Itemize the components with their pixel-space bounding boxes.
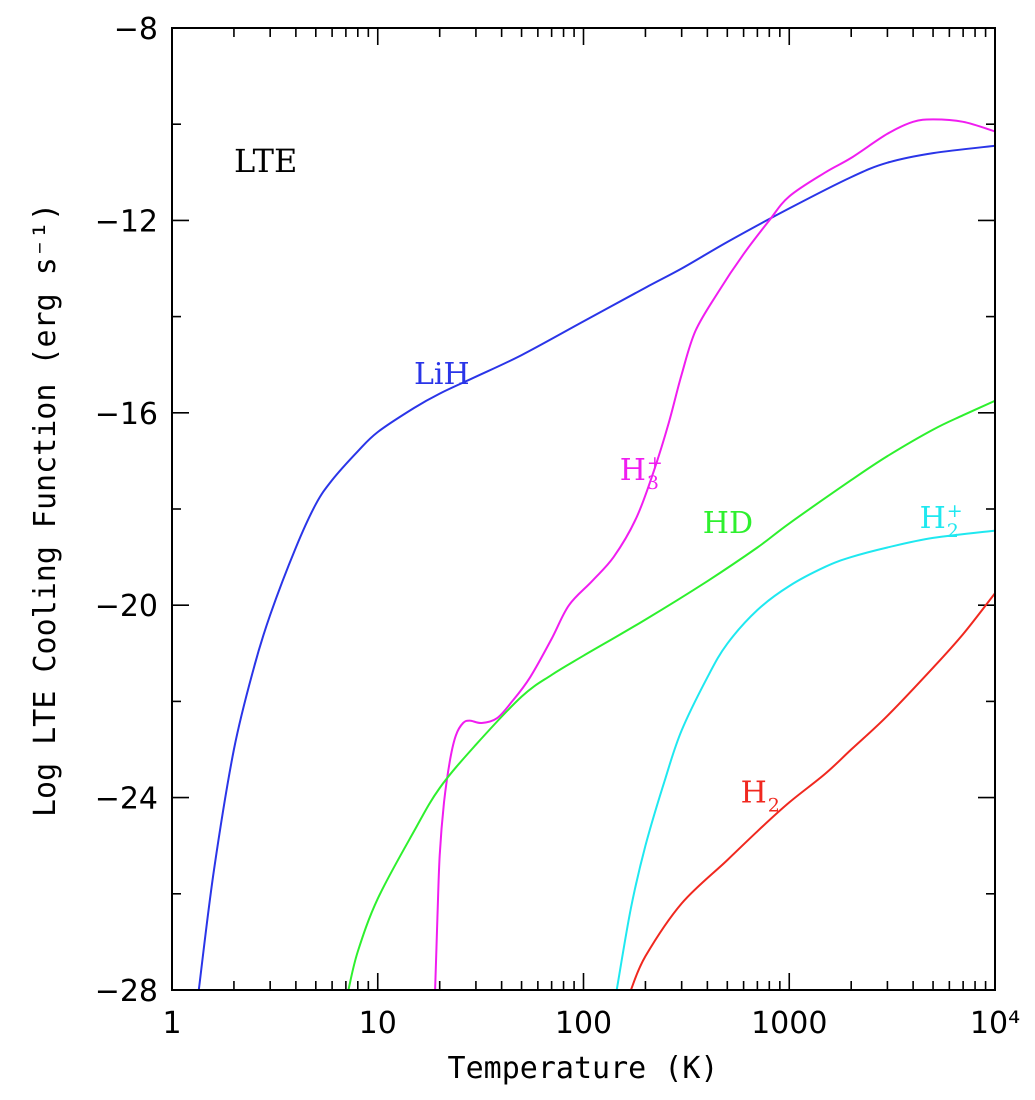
y-axis-title: Log LTE Cooling Function (erg s⁻¹)	[28, 203, 63, 817]
series-label-sub: 2	[947, 520, 959, 542]
tick-labels: 1 10 100 1000 10⁴ −8 −12 −16 −20 −24 −28	[95, 12, 1020, 1041]
series-label-text: HD	[703, 506, 753, 541]
y-tick-label: −24	[95, 782, 158, 817]
y-tick-label: −12	[95, 204, 158, 239]
series-label-text: H	[620, 453, 646, 488]
series-line-hd	[347, 399, 995, 990]
series-label-sup: +	[947, 500, 963, 522]
x-tick-label: 10	[359, 1006, 397, 1041]
series-label-text: LiH	[414, 357, 470, 392]
x-tick-label: 100	[555, 1006, 612, 1041]
series-line-h2	[615, 529, 995, 990]
series-line-h2	[629, 592, 995, 990]
y-tick-label: −28	[95, 974, 158, 1009]
y-tick-label: −16	[95, 397, 158, 432]
x-axis-title: Temperature (K)	[448, 1051, 719, 1086]
x-tick-label: 1	[162, 1006, 181, 1041]
series-line-h3	[434, 118, 995, 990]
series-label-sub: 3	[647, 472, 659, 494]
series-label-text: H	[741, 775, 767, 810]
series-label: LiH	[414, 357, 470, 392]
series-label-sup: +	[647, 452, 663, 474]
series-label-text: H	[920, 501, 946, 536]
y-tick-label: −20	[95, 589, 158, 624]
series-label: HD	[703, 506, 753, 541]
plot-frame	[171, 27, 996, 991]
series-curves	[197, 118, 995, 990]
panel-label: LTE	[234, 142, 297, 180]
series-label: H2	[741, 775, 780, 816]
series-label: H+ 2	[920, 500, 963, 542]
x-tick-label: 1000	[751, 1006, 827, 1041]
y-tick-label: −8	[114, 12, 158, 47]
series-line-lih	[197, 144, 995, 990]
x-tick-label: 10⁴	[970, 1006, 1020, 1041]
series-label-sub: 2	[768, 794, 780, 816]
series-label: H+ 3	[620, 452, 663, 494]
